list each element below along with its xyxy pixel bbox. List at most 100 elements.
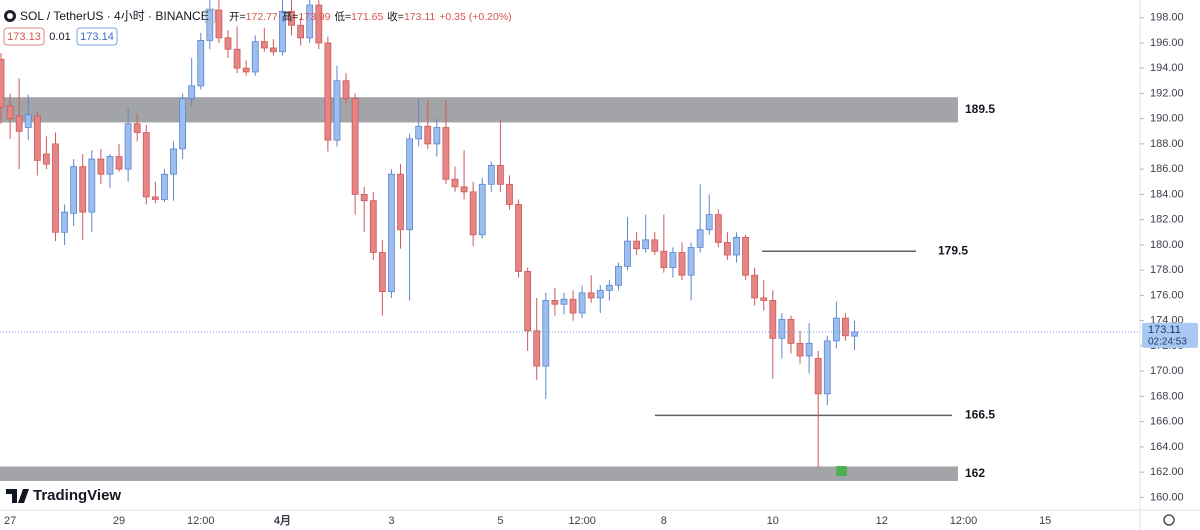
candle-body — [787, 318, 795, 344]
candle-body — [705, 214, 713, 231]
y-tick-label: 190.00 — [1150, 113, 1184, 125]
candle-body — [487, 164, 495, 185]
candle-body — [61, 211, 68, 233]
candle-body — [551, 300, 559, 305]
candle-body — [388, 173, 395, 293]
y-tick-label: 164.00 — [1150, 441, 1184, 453]
candle-body — [24, 114, 32, 128]
candle-body — [297, 24, 305, 39]
plot-background — [0, 0, 1140, 510]
candle-body — [0, 58, 5, 108]
last-price-label: 173.11 — [1148, 324, 1181, 336]
candle-body — [306, 4, 314, 39]
candle-body — [360, 194, 368, 202]
y-tick-label: 184.00 — [1150, 188, 1184, 200]
candle-body — [406, 138, 414, 231]
candle-body — [560, 298, 568, 305]
high-value: 173.99 — [298, 11, 330, 23]
support-resistance-zone — [0, 97, 958, 123]
low-value: 171.65 — [351, 11, 383, 23]
candle-body — [469, 191, 477, 236]
candle-body — [460, 186, 468, 193]
candle-body — [433, 127, 441, 145]
candle-body — [106, 156, 114, 175]
zone-label: 189.5 — [965, 102, 995, 116]
y-tick-label: 194.00 — [1150, 62, 1184, 74]
logo-icon — [6, 489, 29, 503]
axes: 160.00 162.00 164.00 166.00 168.00 170.00 172.… — [4, 12, 1198, 527]
candle-body — [751, 274, 759, 299]
candle-body — [814, 358, 822, 395]
zone-label: 162 — [965, 466, 985, 480]
x-tick-label: 12:00 — [568, 515, 596, 527]
candle-body — [151, 196, 159, 200]
y-tick-label: 178.00 — [1150, 264, 1184, 276]
open-label: 开= — [229, 11, 246, 23]
candle-body — [43, 153, 50, 165]
candle-body — [742, 236, 749, 276]
y-tick-label: 166.00 — [1150, 416, 1184, 428]
candle-body — [260, 41, 268, 49]
candle-body — [778, 318, 786, 339]
legend-header: SOL / TetherUS · 4小时 · BINANCE 开=172.77 高… — [3, 8, 512, 46]
candle-body — [52, 143, 59, 233]
candle-body — [197, 39, 205, 87]
candle-body — [578, 292, 586, 314]
candle-body — [79, 166, 87, 213]
candle-body — [633, 240, 640, 250]
candle-body — [842, 317, 849, 337]
candle-body — [142, 132, 150, 198]
candle-body — [515, 204, 522, 272]
candle-body — [33, 115, 41, 161]
candle-body — [97, 158, 105, 175]
candle-body — [206, 9, 214, 41]
candle-body — [288, 10, 295, 26]
candle-body — [669, 252, 677, 269]
change-value: +0.35 (+0.20%) — [439, 11, 511, 23]
candle-body — [596, 289, 604, 299]
candle-body — [533, 330, 541, 367]
candle-body — [678, 252, 686, 276]
candle-body — [269, 47, 277, 53]
candle-body — [796, 342, 804, 357]
y-tick-label: 192.00 — [1150, 87, 1184, 99]
candle-body — [170, 148, 177, 175]
x-tick-label: 5 — [497, 515, 503, 527]
y-tick-label: 160.00 — [1150, 491, 1184, 503]
candle-body — [279, 10, 286, 53]
candle-body — [724, 241, 731, 256]
sell-price: 173.13 — [7, 31, 41, 43]
candle-body — [233, 48, 241, 69]
candle-body — [660, 250, 668, 269]
plot-area — [0, 0, 1140, 481]
close-value: 173.11 — [404, 11, 435, 23]
visibility-icon[interactable] — [204, 8, 216, 24]
candle-body — [351, 98, 359, 195]
x-tick-label: 12 — [876, 515, 888, 527]
sell-box[interactable] — [3, 27, 45, 46]
candle-body — [242, 67, 250, 73]
settings-icon[interactable] — [1163, 514, 1175, 526]
buy-box[interactable] — [76, 27, 118, 46]
candle-body — [15, 115, 23, 132]
level-label: 179.5 — [938, 243, 968, 257]
candle-body — [224, 37, 232, 50]
y-tick-label: 188.00 — [1150, 138, 1184, 150]
x-tick-label: 10 — [767, 515, 779, 527]
y-tick-label: 186.00 — [1150, 163, 1184, 175]
candle-body — [324, 42, 332, 141]
x-tick-label: 15 — [1039, 515, 1051, 527]
x-tick-label: 29 — [113, 515, 125, 527]
candle-body — [769, 300, 777, 339]
candle-body — [161, 173, 168, 200]
candle-body — [133, 123, 141, 133]
candle-body — [215, 9, 223, 39]
candle-body — [832, 317, 840, 342]
x-tick-label: 12:00 — [187, 515, 215, 527]
candle-body — [506, 183, 513, 205]
candle-body — [624, 240, 631, 267]
alert-icon[interactable] — [836, 466, 847, 476]
level-label: 166.5 — [965, 407, 995, 421]
x-tick-label: 12:00 — [950, 515, 978, 527]
candle-body — [733, 236, 740, 256]
